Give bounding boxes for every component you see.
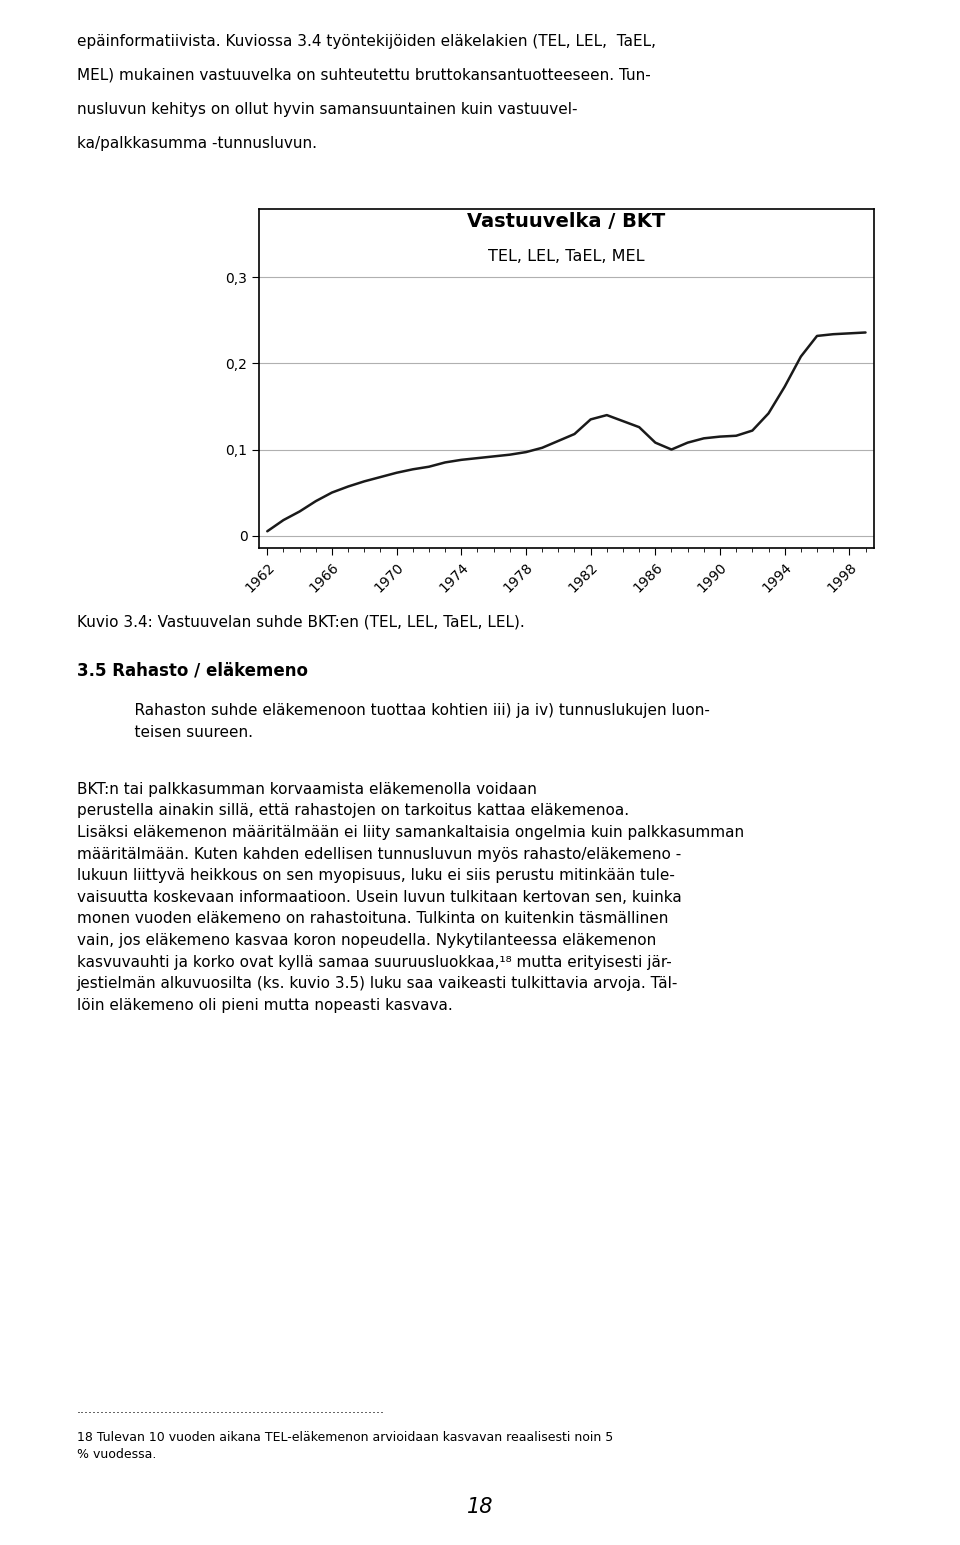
Text: BKT:n tai palkkasumman korvaamista eläkemenolla voidaan
perustella ainakin sillä: BKT:n tai palkkasumman korvaamista eläke… bbox=[77, 782, 744, 1014]
Text: Kuvio 3.4: Vastuuvelan suhde BKT:en (TEL, LEL, TaEL, LEL).: Kuvio 3.4: Vastuuvelan suhde BKT:en (TEL… bbox=[77, 615, 524, 630]
Text: 18: 18 bbox=[467, 1497, 493, 1517]
Text: TEL, LEL, TaEL, MEL: TEL, LEL, TaEL, MEL bbox=[488, 249, 645, 264]
Text: 3.5 Rahasto / eläkemeno: 3.5 Rahasto / eläkemeno bbox=[77, 661, 308, 680]
Text: Rahaston suhde eläkemenoon tuottaa kohtien iii) ja iv) tunnuslukujen luon-
    t: Rahaston suhde eläkemenoon tuottaa kohti… bbox=[115, 703, 710, 740]
Text: nusluvun kehitys on ollut hyvin samansuuntainen kuin vastuuvel-: nusluvun kehitys on ollut hyvin samansuu… bbox=[77, 102, 577, 117]
Text: .............................................................................: ........................................… bbox=[77, 1403, 385, 1415]
Text: ka/palkkasumma -tunnusluvun.: ka/palkkasumma -tunnusluvun. bbox=[77, 136, 317, 151]
Text: epäinformatiivista. Kuviossa 3.4 työntekijöiden eläkelakien (TEL, LEL,  TaEL,: epäinformatiivista. Kuviossa 3.4 työntek… bbox=[77, 34, 656, 49]
Text: Vastuuvelka / BKT: Vastuuvelka / BKT bbox=[468, 212, 665, 230]
Text: 18 Tulevan 10 vuoden aikana TEL-eläkemenon arvioidaan kasvavan reaalisesti noin : 18 Tulevan 10 vuoden aikana TEL-eläkemen… bbox=[77, 1431, 613, 1460]
Text: MEL) mukainen vastuuvelka on suhteutettu bruttokansantuotteeseen. Tun-: MEL) mukainen vastuuvelka on suhteutettu… bbox=[77, 68, 651, 83]
